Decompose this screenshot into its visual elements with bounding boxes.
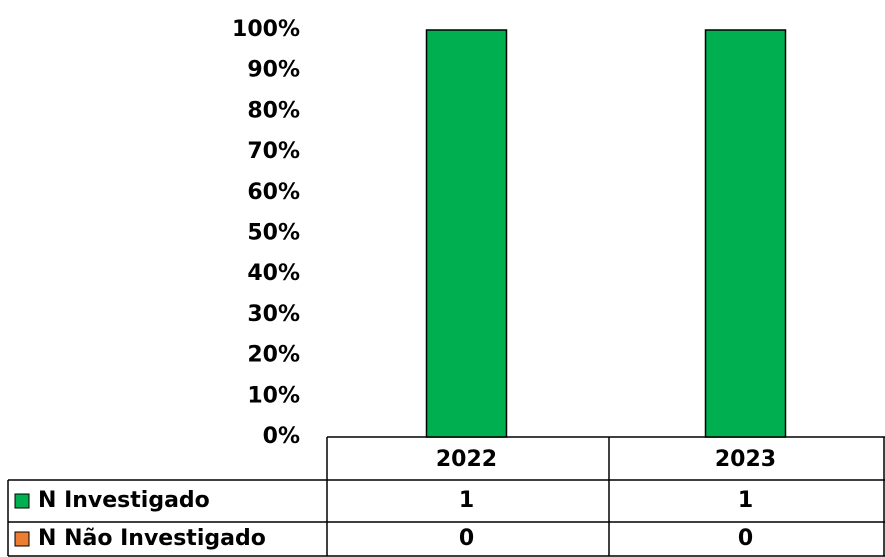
- bar: [425, 29, 508, 438]
- y-tick-label: 20%: [247, 343, 300, 368]
- table-value: 0: [459, 526, 474, 551]
- bar: [704, 29, 787, 438]
- x-tick-label: 2022: [436, 447, 497, 472]
- y-tick-label: 90%: [247, 58, 300, 83]
- table-value: 1: [738, 488, 753, 513]
- y-tick-label: 0%: [263, 424, 300, 449]
- y-tick-label: 30%: [247, 302, 300, 327]
- y-tick-label: 50%: [247, 221, 300, 246]
- y-tick-label: 80%: [247, 98, 300, 123]
- legend-key: [14, 531, 30, 547]
- y-tick-label: 10%: [247, 383, 300, 408]
- y-tick-label: 100%: [232, 17, 300, 42]
- table-value: 1: [459, 488, 474, 513]
- y-tick-label: 60%: [247, 180, 300, 205]
- y-tick-label: 70%: [247, 139, 300, 164]
- legend-label: N Investigado: [38, 488, 210, 513]
- table-value: 0: [738, 526, 753, 551]
- legend-label: N Não Investigado: [38, 526, 266, 551]
- legend-key: [14, 493, 30, 509]
- y-tick-label: 40%: [247, 261, 300, 286]
- x-tick-label: 2023: [715, 447, 776, 472]
